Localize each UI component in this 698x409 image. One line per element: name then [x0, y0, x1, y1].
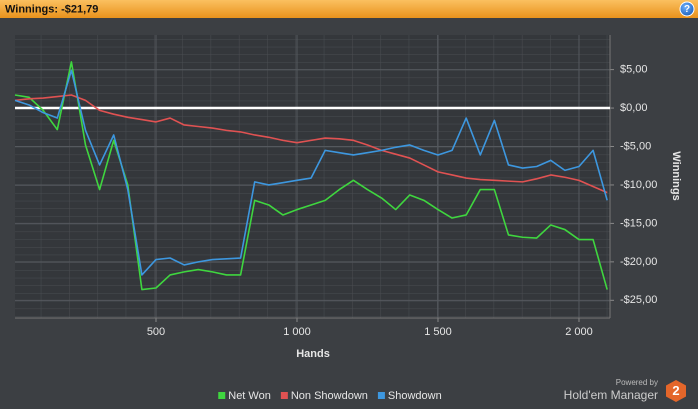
help-label[interactable]: ?	[684, 4, 690, 15]
y-tick-label: -$10,00	[620, 179, 657, 191]
legend: Net Won Non Showdown Showdown	[218, 390, 442, 402]
powered-by: Powered by	[616, 378, 658, 387]
header-bar	[0, 0, 698, 18]
legend-swatch	[218, 392, 226, 399]
legend-label: Showdown	[388, 390, 442, 402]
x-tick-label: 1 000	[283, 326, 311, 338]
x-tick-label: 1 500	[424, 326, 452, 338]
series-line	[14, 69, 608, 276]
header-title: Winnings: -$21,79	[5, 3, 98, 15]
y-tick-label: -$15,00	[620, 217, 657, 229]
logo-label: 2	[672, 383, 679, 398]
x-tick-label: 500	[147, 326, 165, 338]
y-tick-label: $0,00	[620, 102, 648, 114]
legend-swatch	[280, 392, 288, 399]
y-tick-label: -$25,00	[620, 294, 657, 306]
x-axis-label: Hands	[296, 348, 330, 360]
plot	[14, 35, 614, 322]
help-icon[interactable]	[679, 1, 695, 17]
logo	[666, 380, 686, 402]
series-line	[14, 61, 608, 291]
y-tick-label: $5,00	[620, 64, 648, 76]
x-tick-label: 2 000	[565, 326, 593, 338]
y-axis-label: Winnings	[670, 151, 682, 200]
series-line	[14, 94, 608, 194]
legend-label: Net Won	[228, 390, 271, 402]
legend-swatch	[377, 392, 385, 399]
y-tick-label: -$5,00	[620, 140, 651, 152]
y-tick-label: -$20,00	[620, 256, 657, 268]
legend-label: Non Showdown	[291, 390, 368, 402]
product-name: Hold'em Manager	[564, 388, 658, 402]
